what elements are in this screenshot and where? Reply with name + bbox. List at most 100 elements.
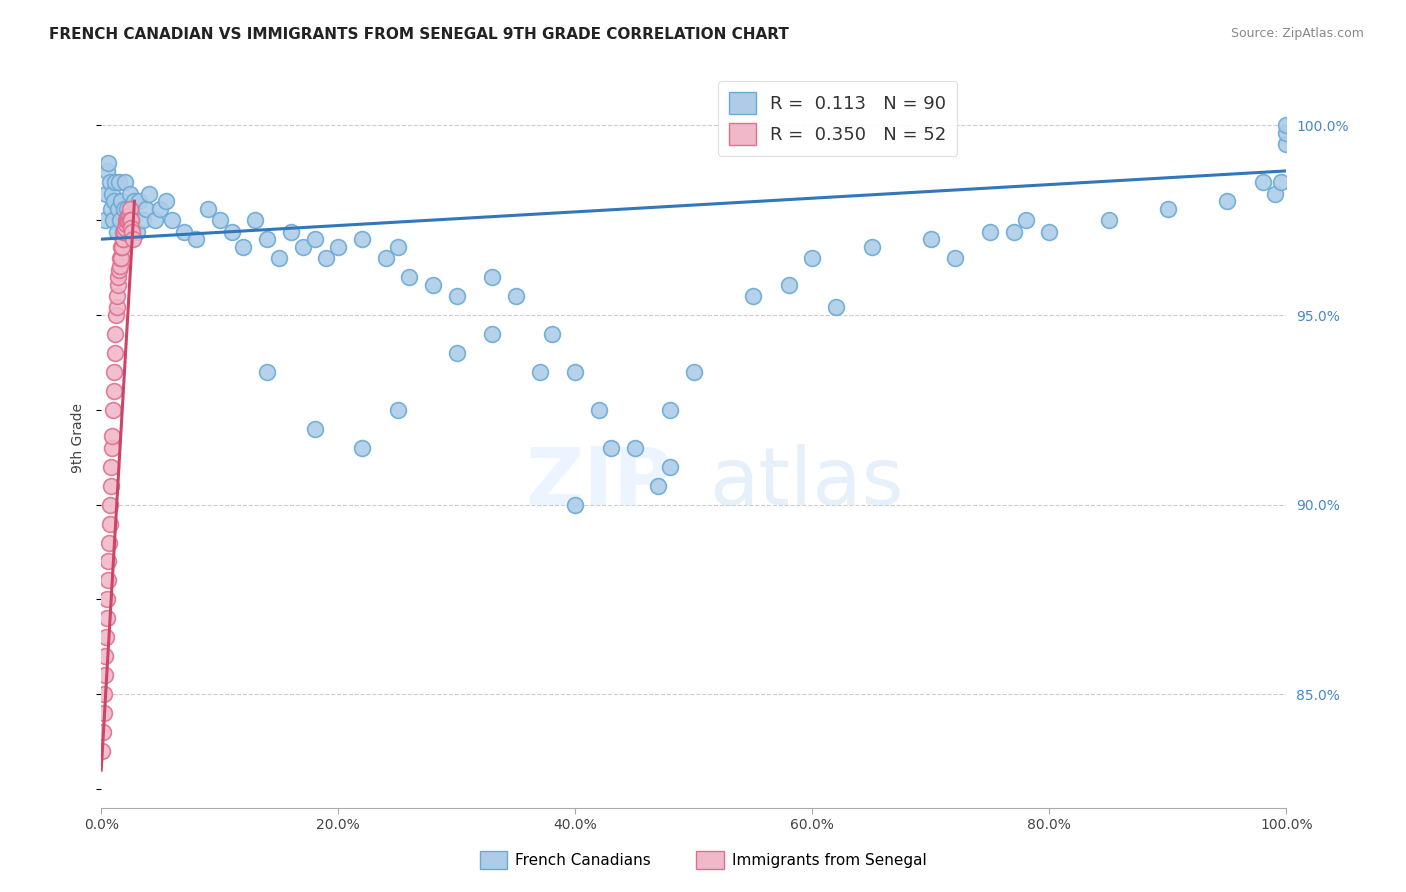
Point — [108, 259, 131, 273]
Point — [108, 175, 131, 189]
Point — [97, 156, 120, 170]
Point — [173, 225, 195, 239]
Point — [304, 232, 326, 246]
Point — [564, 365, 586, 379]
Point — [1275, 137, 1298, 152]
Point — [101, 402, 124, 417]
Point — [93, 687, 115, 701]
Point — [328, 240, 350, 254]
Point — [107, 277, 129, 292]
Point — [111, 225, 134, 239]
Point — [96, 164, 118, 178]
Point — [540, 326, 562, 341]
Point — [114, 175, 136, 189]
Point — [94, 649, 117, 664]
Point — [778, 277, 800, 292]
Point — [121, 225, 143, 239]
Point — [801, 251, 824, 265]
Text: atlas: atlas — [709, 443, 904, 522]
Point — [280, 225, 302, 239]
Point — [387, 402, 409, 417]
Point — [149, 202, 172, 216]
Point — [245, 213, 267, 227]
Point — [98, 175, 121, 189]
Point — [91, 744, 114, 758]
Point — [98, 498, 121, 512]
Point — [599, 441, 621, 455]
Point — [128, 194, 150, 209]
Point — [1270, 175, 1292, 189]
Point — [1002, 225, 1025, 239]
Point — [107, 202, 129, 216]
Point — [97, 554, 120, 568]
Text: FRENCH CANADIAN VS IMMIGRANTS FROM SENEGAL 9TH GRADE CORRELATION CHART: FRENCH CANADIAN VS IMMIGRANTS FROM SENEG… — [49, 27, 789, 42]
Point — [120, 213, 142, 227]
Point — [979, 225, 1001, 239]
Point — [105, 308, 128, 322]
Point — [110, 194, 132, 209]
Text: Source: ZipAtlas.com: Source: ZipAtlas.com — [1230, 27, 1364, 40]
Point — [94, 668, 117, 682]
Point — [100, 202, 122, 216]
Point — [91, 725, 114, 739]
Point — [1098, 213, 1121, 227]
Point — [97, 574, 120, 588]
Point — [124, 194, 146, 209]
Point — [232, 240, 254, 254]
Point — [1275, 119, 1298, 133]
Point — [96, 611, 118, 625]
Point — [125, 225, 148, 239]
Point — [101, 429, 124, 443]
Point — [588, 402, 610, 417]
Point — [350, 441, 373, 455]
Point — [1275, 126, 1298, 140]
Point — [98, 516, 121, 531]
Point — [138, 186, 160, 201]
Point — [682, 365, 704, 379]
Point — [374, 251, 396, 265]
Point — [155, 194, 177, 209]
Point — [920, 232, 942, 246]
Point — [97, 535, 120, 549]
Point — [105, 301, 128, 315]
Point — [100, 478, 122, 492]
Point — [1216, 194, 1239, 209]
Point — [104, 326, 127, 341]
Point — [94, 213, 117, 227]
Point — [304, 422, 326, 436]
Point — [105, 289, 128, 303]
Point — [943, 251, 966, 265]
Point — [112, 202, 135, 216]
Point — [121, 232, 143, 246]
Point — [446, 289, 468, 303]
Point — [112, 232, 135, 246]
Point — [118, 186, 141, 201]
Point — [481, 326, 503, 341]
Point — [659, 459, 682, 474]
Point — [623, 441, 645, 455]
Point — [103, 194, 125, 209]
Point — [115, 213, 138, 227]
Point — [112, 225, 135, 239]
Point — [110, 240, 132, 254]
Point — [1015, 213, 1038, 227]
Point — [112, 225, 135, 239]
Point — [1264, 186, 1286, 201]
Point — [564, 498, 586, 512]
Point — [94, 186, 117, 201]
Point — [118, 210, 141, 224]
Point — [101, 213, 124, 227]
Point — [105, 225, 128, 239]
Point — [256, 365, 278, 379]
Point — [117, 213, 139, 227]
Point — [825, 301, 848, 315]
Point — [197, 202, 219, 216]
Point — [184, 232, 207, 246]
Point — [135, 202, 157, 216]
Point — [267, 251, 290, 265]
Point — [93, 706, 115, 721]
Point — [121, 213, 143, 227]
Point — [114, 217, 136, 231]
Point — [860, 240, 883, 254]
Point — [1038, 225, 1060, 239]
